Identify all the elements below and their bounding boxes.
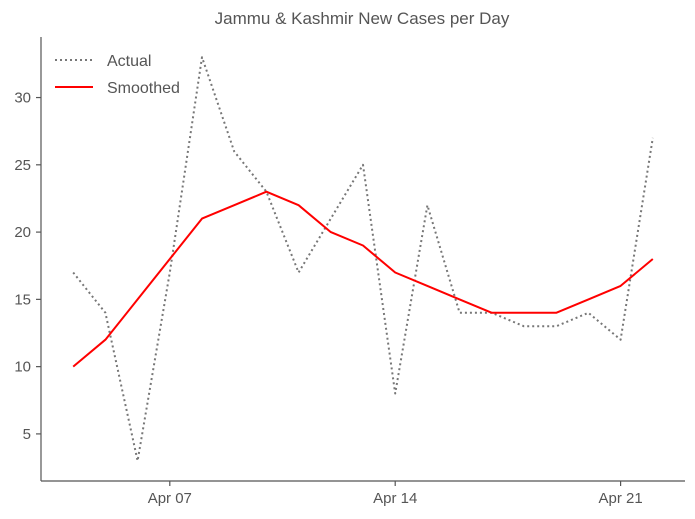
y-tick-label: 15 bbox=[14, 291, 31, 308]
series-line-actual bbox=[72, 56, 654, 462]
series-layer bbox=[72, 56, 654, 462]
x-tick-label: Apr 07 bbox=[148, 490, 192, 507]
legend: Actual Smoothed bbox=[55, 53, 180, 97]
x-axis-ticks: Apr 07 Apr 14 Apr 21 bbox=[148, 481, 643, 507]
y-tick-label: 20 bbox=[14, 224, 31, 241]
y-tick-label: 10 bbox=[14, 359, 31, 376]
chart-title: Jammu & Kashmir New Cases per Day bbox=[215, 9, 510, 28]
legend-actual-label: Actual bbox=[107, 53, 151, 70]
y-tick-label: 25 bbox=[14, 157, 31, 174]
series-line-smoothed bbox=[72, 190, 654, 368]
y-tick-label: 30 bbox=[14, 90, 31, 107]
y-tick-label: 5 bbox=[23, 426, 31, 443]
x-tick-label: Apr 14 bbox=[373, 490, 417, 507]
legend-smoothed-label: Smoothed bbox=[107, 80, 180, 97]
x-tick-label: Apr 21 bbox=[598, 490, 642, 507]
y-axis-ticks: 5 10 15 20 25 30 bbox=[14, 90, 41, 443]
